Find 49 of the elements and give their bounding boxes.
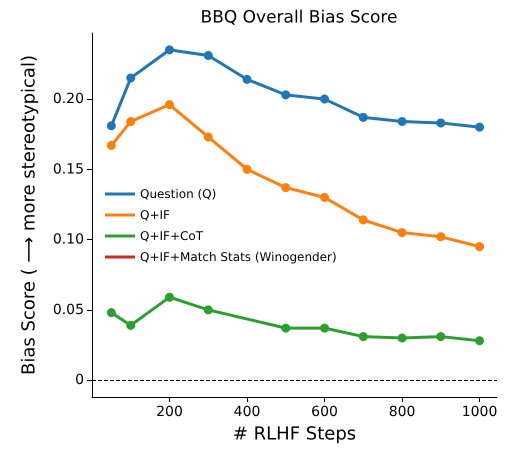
point [475,336,484,346]
point [320,324,330,333]
point [358,215,368,224]
point [436,232,446,242]
point [126,73,136,82]
point [475,122,484,132]
y-axis-title: Bias Score ( ⟶ more stereotypical) [18,55,40,375]
x-axis-title: # RLHF Steps [232,424,356,444]
point [358,332,368,342]
x-tick-label: 400 [234,404,260,420]
point [242,74,252,84]
point [204,132,213,142]
point [398,333,407,342]
x-tick-label: 200 [156,404,183,420]
legend-label: Q+IF+CoT [140,229,204,243]
legend-label: Q+IF+Match Stats (Winogender) [140,250,337,264]
point [320,192,330,202]
point [320,94,330,104]
point [436,332,446,342]
point [165,45,174,54]
point [281,90,290,100]
x-tick-label: 600 [311,404,338,420]
legend-label: Question (Q) [140,187,216,201]
point [204,50,213,60]
y-tick-label: 0.15 [52,161,84,178]
y-tick-label: 0.05 [52,302,84,318]
point [436,118,446,128]
x-tick-label: 1000 [462,404,498,420]
legend-label: Q+IF [140,208,170,222]
point [242,164,252,174]
point [281,324,290,333]
point [106,308,116,318]
point [398,228,407,238]
chart-title: BBQ Overall Bias Score [200,8,398,28]
y-tick-label: 0 [75,372,84,388]
point [165,100,174,110]
y-tick-label: 0.20 [52,91,84,108]
point [126,117,136,126]
point [358,112,368,122]
point [475,242,484,252]
y-tick-label: 0.10 [52,232,84,248]
x-tick-label: 800 [388,404,416,420]
point [281,183,290,192]
point [106,140,116,150]
point [126,320,136,330]
point [165,292,174,302]
point [106,121,116,130]
point [204,305,213,314]
point [398,117,407,126]
